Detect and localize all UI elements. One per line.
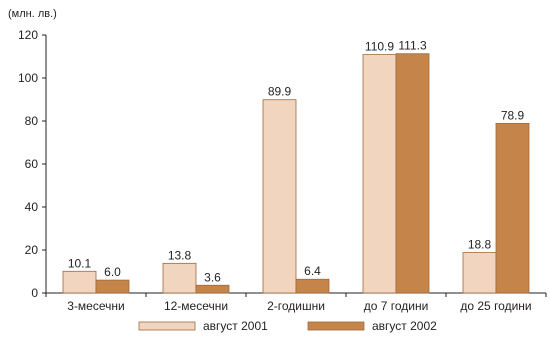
y-tick-label: 0 bbox=[31, 286, 38, 300]
bar-value-label: 110.9 bbox=[365, 40, 394, 54]
bar-value-label: 13.8 bbox=[168, 248, 192, 262]
legend-swatch bbox=[138, 321, 196, 331]
bar bbox=[295, 278, 330, 294]
y-tick-label: 60 bbox=[25, 157, 39, 171]
bar bbox=[495, 122, 530, 294]
axes: 0 20 40 60 80 100 120 3-месечни 12-месечни 2-годи… bbox=[18, 28, 547, 313]
bar bbox=[95, 279, 130, 294]
bar-value-label: 78.9 bbox=[501, 108, 525, 122]
bar bbox=[362, 54, 397, 294]
legend-swatch bbox=[307, 321, 365, 331]
bar-value-label: 18.8 bbox=[468, 238, 492, 252]
bar-value-label: 6.0 bbox=[104, 265, 121, 279]
bar-value-label: 3.6 bbox=[204, 270, 221, 284]
bar-value-label: 10.1 bbox=[68, 256, 92, 270]
x-category-label: 2-годишни bbox=[267, 299, 325, 313]
bar bbox=[395, 53, 430, 294]
bar-value-label: 89.9 bbox=[268, 85, 292, 99]
legend: август 2001 август 2002 bbox=[138, 319, 437, 333]
y-tick-label: 20 bbox=[25, 243, 39, 257]
bar bbox=[262, 99, 297, 294]
y-tick-label: 120 bbox=[18, 28, 38, 42]
x-category-label: до 25 години bbox=[460, 299, 531, 313]
bar bbox=[195, 284, 230, 294]
y-tick-label: 80 bbox=[25, 114, 39, 128]
x-category-label: до 7 години bbox=[364, 299, 429, 313]
y-unit-label: (млн. лв.) bbox=[8, 8, 57, 20]
y-tick-label: 100 bbox=[18, 71, 38, 85]
bar bbox=[62, 270, 97, 294]
legend-label: август 2001 bbox=[203, 319, 268, 333]
x-category-label: 3-месечни bbox=[67, 299, 124, 313]
bar-value-label: 6.4 bbox=[304, 264, 321, 278]
bar bbox=[462, 252, 497, 294]
x-category-label: 12-месечни bbox=[164, 299, 228, 313]
y-tick-label: 40 bbox=[25, 200, 39, 214]
bar-value-label: 111.3 bbox=[398, 39, 427, 53]
bar bbox=[162, 262, 197, 294]
bars: 10.1 6.0 13.8 3.6 89.9 6.4 110.9 111.3 18.8 78.9 bbox=[62, 39, 530, 294]
legend-label: август 2002 bbox=[372, 319, 437, 333]
